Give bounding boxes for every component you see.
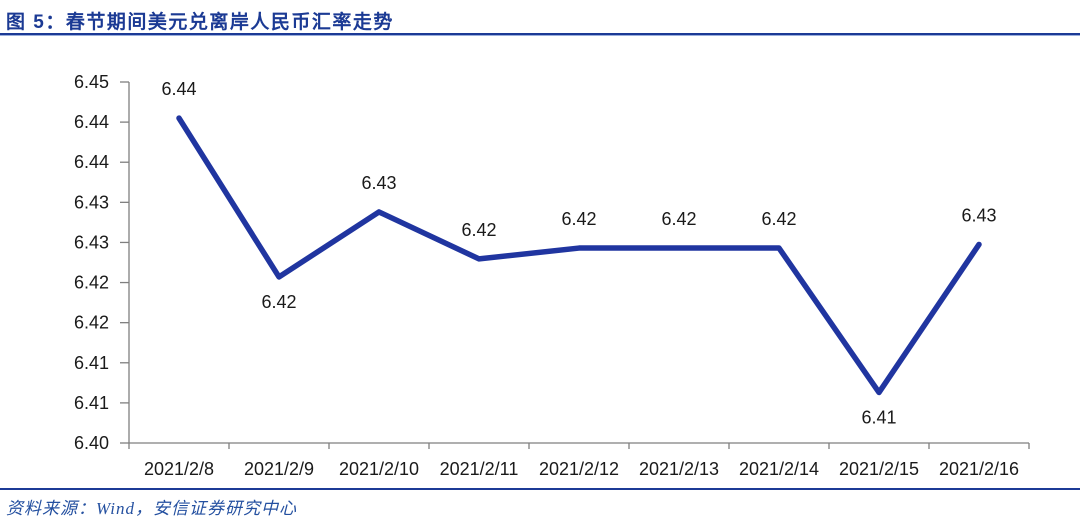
x-axis-tick-label: 2021/2/10: [339, 459, 419, 479]
exchange-rate-series-line: [176, 115, 982, 396]
data-point-label: 6.41: [861, 407, 896, 427]
data-point-label: 6.42: [461, 220, 496, 240]
data-source-note: 资料来源：Wind，安信证券研究中心: [6, 499, 297, 518]
x-axis-tick-label: 2021/2/12: [539, 459, 619, 479]
y-axis-tick-label: 6.43: [74, 192, 109, 212]
data-point-label: 6.42: [261, 292, 296, 312]
x-axis-tick-label: 2021/2/16: [939, 459, 1019, 479]
y-axis-tick-label: 6.44: [74, 152, 109, 172]
y-axis-tick-label: 6.44: [74, 112, 109, 132]
x-axis-tick-label: 2021/2/11: [440, 459, 519, 479]
x-axis-tick-label: 2021/2/8: [144, 459, 214, 479]
data-point-label: 6.43: [361, 173, 396, 193]
y-axis-tick-label: 6.40: [74, 433, 109, 453]
y-axis-tick-label: 6.41: [74, 393, 109, 413]
data-point-label: 6.43: [961, 205, 996, 225]
data-point-label: 6.42: [761, 209, 796, 229]
x-axis-tick-label: 2021/2/13: [639, 459, 719, 479]
title-underline-rule-shadow: [0, 35, 1080, 36]
data-point-label: 6.44: [161, 79, 196, 99]
y-axis-tick-label: 6.42: [74, 273, 109, 293]
x-axis-tick-label: 2021/2/14: [739, 459, 819, 479]
footer-rule: [0, 488, 1080, 490]
data-point-label: 6.42: [661, 209, 696, 229]
y-axis-tick-label: 6.45: [74, 72, 109, 92]
x-axis-tick-label: 2021/2/15: [839, 459, 919, 479]
y-axis-tick-label: 6.43: [74, 232, 109, 252]
x-axis-tick-label: 2021/2/9: [244, 459, 314, 479]
y-axis-tick-label: 6.42: [74, 313, 109, 333]
y-axis-tick-label: 6.41: [74, 353, 109, 373]
data-point-label: 6.42: [561, 209, 596, 229]
title-underline-rule: [0, 33, 1080, 35]
figure-title: 图 5：春节期间美元兑离岸人民币汇率走势: [6, 12, 394, 33]
